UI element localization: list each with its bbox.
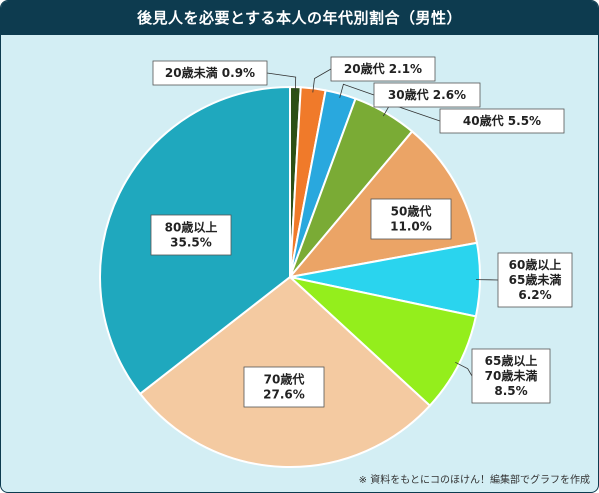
slice-label: 27.6% bbox=[263, 388, 305, 402]
label-box bbox=[471, 348, 551, 404]
slice-label: 50歳代 bbox=[391, 204, 432, 219]
source-note: ※ 資料をもとにコのほけん！編集部でグラフを作成 bbox=[358, 475, 590, 486]
slice-label: 65歳未満 bbox=[509, 272, 562, 287]
slice-label: 70歳代 bbox=[264, 372, 305, 387]
slice-label: 40歳代 5.5% bbox=[463, 113, 541, 128]
label-box bbox=[373, 82, 481, 108]
slice-label: 20歳未満 0.9% bbox=[165, 65, 255, 80]
slice-label: 60歳以上 bbox=[509, 257, 562, 272]
label-box bbox=[370, 198, 452, 240]
leader-line bbox=[455, 361, 473, 377]
slice-label: 80歳以上 bbox=[165, 220, 218, 235]
slice-label: 11.0% bbox=[390, 220, 432, 234]
label-box bbox=[330, 56, 436, 82]
slice-label: 35.5% bbox=[170, 236, 212, 250]
slice-label: 30歳代 2.6% bbox=[388, 87, 466, 102]
slice-label: 6.2% bbox=[518, 288, 551, 302]
label-box bbox=[243, 366, 325, 408]
leader-line bbox=[339, 83, 375, 98]
slice-label: 8.5% bbox=[494, 384, 527, 398]
slice-label: 65歳以上 bbox=[485, 353, 538, 368]
label-box bbox=[150, 214, 232, 256]
slice-labels: 20歳未満 0.9% 20歳代 2.1% 30歳代 2.6% 40歳代 5.5% 50歳… bbox=[150, 56, 573, 408]
leader-line bbox=[312, 68, 332, 93]
pie-slices bbox=[98, 85, 481, 468]
slice-label: 70歳未満 bbox=[485, 368, 538, 383]
leader-line bbox=[266, 72, 297, 92]
label-box bbox=[152, 60, 268, 86]
label-box bbox=[497, 252, 573, 308]
slice-label: 20歳代 2.1% bbox=[344, 61, 422, 76]
chart-title: 後見人を必要とする本人の年代別割合（男性） bbox=[1, 1, 598, 35]
label-box bbox=[439, 108, 565, 134]
leader-lines bbox=[266, 68, 499, 377]
